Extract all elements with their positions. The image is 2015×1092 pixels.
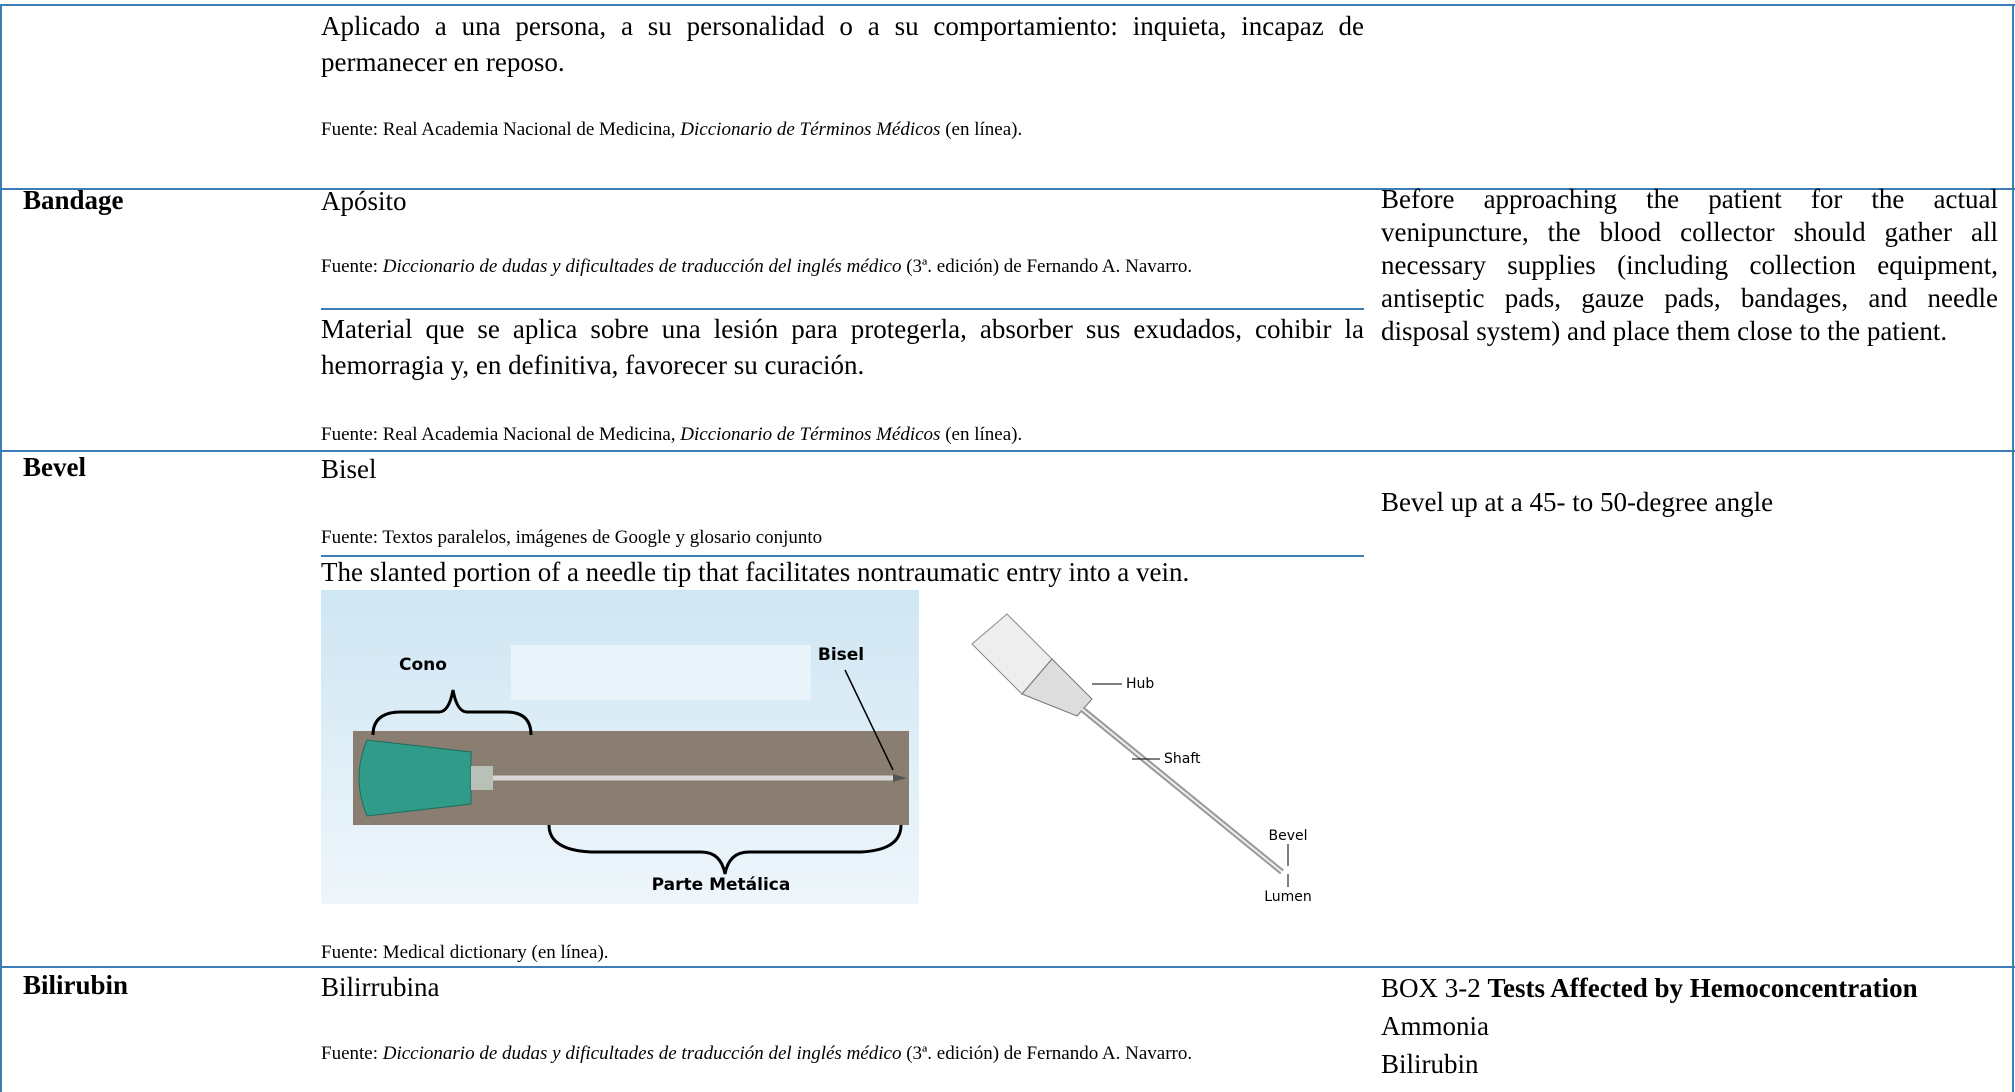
definition: Aplicado a una persona, a su personalida… (321, 11, 1364, 77)
separator (321, 555, 1364, 557)
term: Bandage (23, 185, 124, 215)
needle-diagram: Hub Shaft Bevel Lumen (971, 613, 1312, 904)
term: Bevel (23, 452, 86, 482)
border (0, 4, 2015, 6)
border (0, 450, 2015, 452)
context-box: BOX 3-2 Tests Affected by Hemoconcentrat… (1381, 969, 1998, 1083)
box-label: BOX 3-2 (1381, 973, 1481, 1003)
text: Fuente: (321, 256, 383, 277)
text: Fuente: Textos paralelos, imágenes de Go… (321, 527, 823, 548)
label: Bevel (1268, 828, 1307, 844)
text: Diccionario de dudas y dificultades de t… (382, 256, 902, 277)
term: Bilirubin (23, 970, 129, 1000)
separator (321, 308, 1364, 310)
definition: Apósito (321, 186, 407, 216)
definition: Material que se aplica sobre una lesión … (321, 314, 1364, 380)
text: Fuente: Real Academia Nacional de Medici… (321, 424, 681, 445)
label: Parte Metálica (652, 875, 791, 895)
box-item: Bilirubin (1381, 1049, 1479, 1079)
label: Lumen (1264, 889, 1312, 904)
text: Fuente: (321, 1043, 383, 1064)
text: Diccionario de Términos Médicos (680, 424, 941, 445)
text: (3ª. edición) de Fernando A. Navarro. (901, 1043, 1193, 1064)
text: Fuente: Real Academia Nacional de Medici… (321, 119, 681, 140)
border (0, 966, 2015, 968)
label: Cono (399, 655, 447, 675)
source: Fuente: Diccionario de dudas y dificulta… (321, 1043, 1364, 1065)
label: Shaft (1164, 751, 1201, 767)
border (0, 188, 2015, 190)
border (0, 4, 2, 1092)
context: Bevel up at a 45- to 50-degree angle (1381, 487, 1774, 517)
source: Fuente: Medical dictionary (en línea). (321, 942, 1364, 964)
text: (en línea). (940, 424, 1023, 445)
text: Diccionario de dudas y dificultades de t… (382, 1043, 902, 1064)
definition: Bisel (321, 454, 377, 484)
text: Fuente: Medical dictionary (en línea). (321, 942, 609, 963)
box-title: Tests Affected by Hemoconcentration (1487, 973, 1918, 1003)
label: Bisel (818, 645, 864, 665)
context: Before approaching the patient for the a… (1381, 184, 1998, 346)
source: Fuente: Real Academia Nacional de Medici… (321, 119, 1364, 141)
source: Fuente: Real Academia Nacional de Medici… (321, 424, 1364, 446)
label: Hub (1126, 676, 1154, 692)
box-item: Ammonia (1381, 1011, 1489, 1041)
source: Fuente: Textos paralelos, imágenes de Go… (321, 527, 1364, 549)
border (2012, 4, 2014, 1092)
text: (en línea). (940, 119, 1023, 140)
definition: The slanted portion of a needle tip that… (321, 557, 1190, 587)
needle-photo: Cono Bisel Parte Metálica (321, 590, 919, 904)
definition: Bilirrubina (321, 972, 440, 1002)
text: Diccionario de Términos Médicos (680, 119, 941, 140)
text: (3ª. edición) de Fernando A. Navarro. (901, 256, 1193, 277)
source: Fuente: Diccionario de dudas y dificulta… (321, 256, 1364, 278)
